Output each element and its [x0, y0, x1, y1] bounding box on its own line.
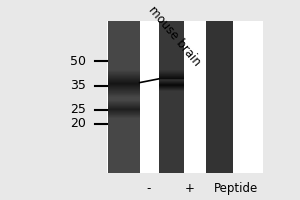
FancyBboxPatch shape	[233, 21, 263, 173]
Text: -: -	[146, 182, 151, 195]
Text: 25: 25	[70, 103, 86, 116]
Text: Peptide: Peptide	[214, 182, 258, 195]
Text: 35: 35	[70, 79, 86, 92]
FancyBboxPatch shape	[184, 21, 206, 173]
Text: 50: 50	[70, 55, 86, 68]
Text: mouse brain: mouse brain	[146, 3, 203, 68]
FancyBboxPatch shape	[140, 21, 159, 173]
Text: 20: 20	[70, 117, 86, 130]
Text: +: +	[185, 182, 195, 195]
FancyBboxPatch shape	[107, 21, 263, 173]
